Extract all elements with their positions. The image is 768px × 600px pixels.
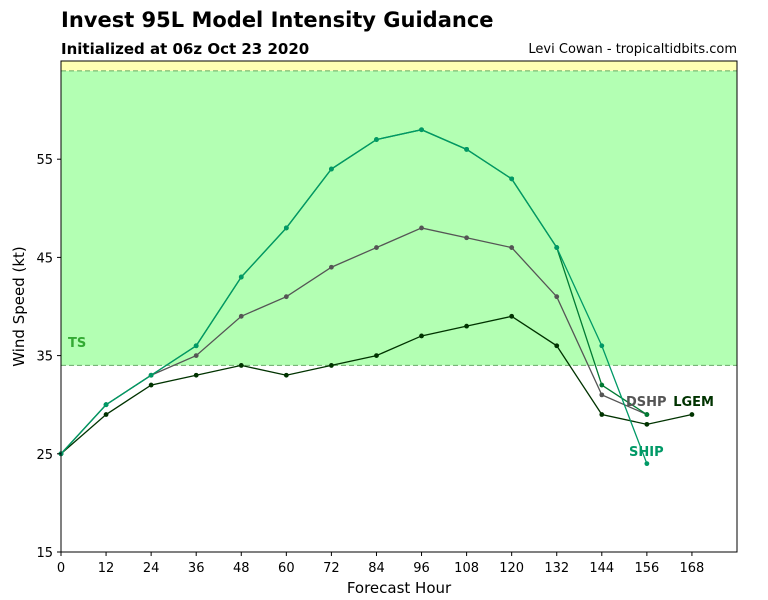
intensity-band-0: [61, 70, 737, 366]
x-tick-label: 12: [98, 561, 115, 576]
x-tick-label: 168: [680, 561, 705, 576]
x-tick-label: 24: [143, 561, 160, 576]
data-point-model-2: [599, 382, 605, 388]
data-point-ship: [238, 274, 244, 280]
data-point-dshp: [238, 313, 244, 319]
y-tick-label: 55: [36, 153, 53, 168]
x-tick-label: 48: [233, 561, 250, 576]
data-point-ship: [419, 127, 424, 133]
data-point-dshp: [419, 225, 424, 231]
data-point-dshp: [283, 294, 289, 300]
data-point-lgem: [419, 333, 424, 339]
data-point-lgem: [599, 412, 605, 417]
x-tick-label: 96: [413, 561, 430, 576]
y-tick-label: 15: [36, 546, 53, 561]
data-point-ship: [103, 402, 109, 408]
data-point-dshp: [554, 294, 560, 300]
data-point-dshp: [193, 353, 199, 358]
data-point-ship: [374, 137, 379, 142]
x-tick-label: 120: [499, 561, 524, 576]
y-tick-label: 35: [36, 350, 53, 365]
data-point-lgem: [238, 363, 244, 368]
data-point-lgem: [554, 343, 560, 349]
data-point-model-2: [644, 412, 650, 417]
data-point-lgem: [689, 412, 695, 417]
x-axis-label: Forecast Hour: [347, 579, 452, 597]
data-point-lgem: [148, 382, 154, 388]
data-point-lgem: [193, 372, 199, 378]
data-point-ship: [193, 343, 199, 349]
y-axis-label: Wind Speed (kt): [10, 246, 28, 367]
x-tick-label: 156: [634, 561, 659, 576]
data-point-lgem: [374, 353, 379, 358]
y-tick-label: 25: [36, 448, 53, 463]
data-point-ship: [148, 372, 154, 378]
y-tick-label: 45: [36, 251, 53, 266]
data-point-ship: [599, 343, 605, 349]
data-point-lgem: [464, 323, 469, 329]
series-line-ship: [60, 129, 648, 464]
plot-frame: [60, 60, 738, 553]
chart-title: Invest 95L Model Intensity Guidance: [61, 8, 494, 32]
data-point-ship: [283, 225, 289, 231]
x-tick-label: 132: [544, 561, 569, 576]
data-point-dshp: [509, 245, 515, 250]
x-tick-label: 108: [454, 561, 479, 576]
data-point-lgem: [329, 363, 334, 368]
series-label-dshp: DSHP: [626, 395, 667, 410]
data-point-lgem: [103, 412, 109, 417]
data-point-dshp: [599, 392, 605, 398]
data-point-ship: [554, 245, 560, 250]
chart-subtitle: Initialized at 06z Oct 23 2020: [61, 40, 310, 58]
data-point-lgem: [509, 313, 515, 319]
data-point-lgem: [644, 421, 650, 427]
data-point-dshp: [374, 245, 379, 250]
x-tick-label: 84: [368, 561, 385, 576]
data-point-ship: [509, 176, 515, 182]
series-label-ts: TS: [68, 336, 86, 351]
x-tick-label: 60: [278, 561, 295, 576]
data-point-lgem: [283, 372, 289, 378]
data-point-ship: [464, 146, 469, 152]
series-line-dshp: [60, 227, 648, 455]
data-point-dshp: [329, 264, 334, 270]
data-point-ship: [329, 166, 334, 172]
x-tick-label: 36: [188, 561, 205, 576]
data-point-ship: [644, 461, 650, 467]
series-label-lgem: LGEM: [673, 395, 714, 410]
intensity-band-1: [61, 61, 737, 71]
x-tick-label: 0: [57, 561, 65, 576]
data-point-dshp: [464, 235, 469, 241]
x-tick-label: 144: [589, 561, 614, 576]
chart-credit: Levi Cowan - tropicaltidbits.com: [528, 42, 737, 57]
series-label-ship: SHIP: [629, 445, 664, 460]
x-tick-label: 72: [323, 561, 340, 576]
